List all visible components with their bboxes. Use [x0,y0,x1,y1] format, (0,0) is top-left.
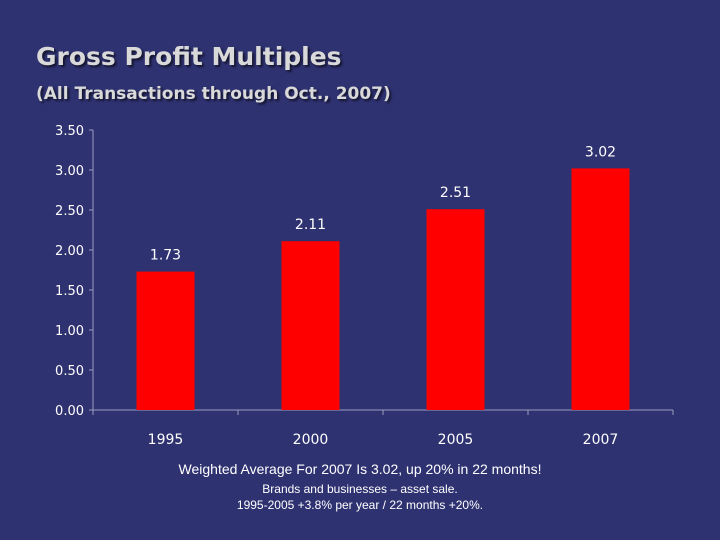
bar-1995 [136,271,195,410]
x-tick-label: 2000 [293,432,329,448]
y-tick-label: 2.50 [55,204,84,219]
y-tick-label: 0.00 [55,404,84,419]
y-tick-label: 0.50 [55,364,84,379]
data-label-2005: 2.51 [440,185,471,201]
bar-2000 [281,241,340,410]
bar-2007 [571,168,630,410]
footnote-line-2: 1995-2005 +3.8% per year / 22 months +20… [236,498,484,512]
y-tick-label: 3.50 [55,124,84,139]
y-axis: 0.00 0.50 1.00 1.50 2.00 2.50 3.00 3.50 [55,124,94,419]
footnote-line-1: Brands and businesses – asset sale. [262,482,458,496]
slide-title: Gross Profit Multiples [36,42,342,71]
y-tick-label: 2.00 [55,244,84,259]
bars [136,168,630,410]
x-tick-label: 2007 [583,432,619,448]
data-label-2000: 2.11 [295,217,326,233]
bar-2005 [426,209,485,410]
x-axis [92,409,674,415]
data-label-1995: 1.73 [150,248,181,264]
y-tick-label: 1.50 [55,284,84,299]
data-label-2007: 3.02 [585,144,616,160]
data-labels: 1995 1.73 2000 2.11 2005 2.51 2007 3.02 [148,144,619,448]
x-tick-label: 2005 [438,432,474,448]
footnote-headline: Weighted Average For 2007 Is 3.02, up 20… [178,461,542,477]
x-tick-label: 1995 [148,432,184,448]
slide-subtitle: (All Transactions through Oct., 2007) [36,84,391,104]
y-tick-label: 1.00 [55,324,84,339]
y-tick-label: 3.00 [55,164,84,179]
